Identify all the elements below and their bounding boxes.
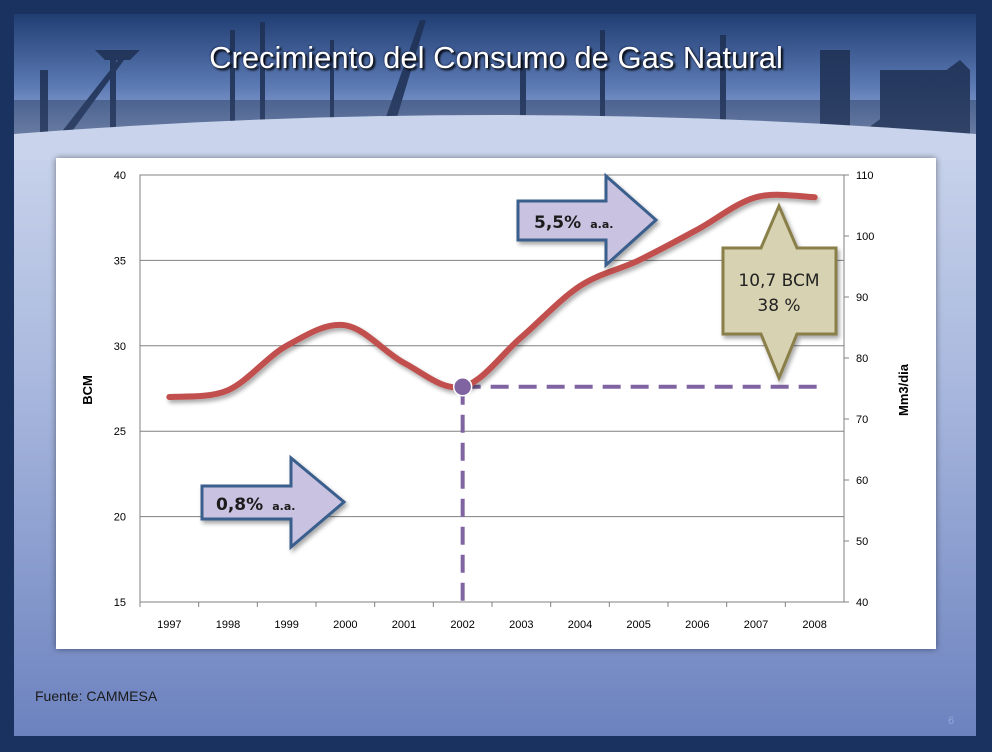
header-industrial-image (14, 14, 976, 160)
right-tick-label: 90 (856, 292, 868, 304)
series-line (166, 191, 818, 401)
series-point (344, 324, 346, 326)
series-point (638, 259, 640, 261)
growth-arrow-low: 0,8% a.a. (200, 454, 347, 551)
series-point (696, 229, 698, 231)
right-axis-label: Mm3/dia (896, 363, 911, 416)
arrow-high-value: 5,5% (534, 213, 581, 233)
x-tick-label: 2001 (392, 619, 416, 631)
svg-text:0,8% a.a.: 0,8% a.a. (216, 495, 295, 515)
arrow-high-suffix: a.a. (590, 218, 613, 231)
x-tick-label: 2004 (568, 619, 592, 631)
arrow-low-value: 0,8% (216, 495, 263, 515)
left-tick-label: 30 (114, 341, 126, 353)
x-tick-label: 1999 (274, 619, 298, 631)
x-tick-label: 2006 (685, 619, 709, 631)
source-note: Fuente: CAMMESA (35, 688, 158, 704)
series-point (286, 345, 288, 347)
right-tick-label: 110 (856, 170, 874, 182)
callout-shape (721, 202, 838, 382)
right-tick-label: 40 (856, 597, 868, 609)
series-point (755, 196, 757, 198)
slide-title: Crecimiento del Consumo de Gas Natural (209, 40, 783, 75)
x-tick-label: 2000 (333, 619, 357, 631)
left-tick-label: 25 (114, 426, 126, 438)
series-point (403, 362, 405, 364)
line-chart: 15 20 25 30 35 40 40 50 60 70 80 90 100 110 1997 1998… (80, 170, 911, 631)
left-axis-ticks: 15 20 25 30 35 40 (114, 170, 126, 609)
arrow-low-shape (200, 454, 347, 551)
callout-line2: 38 % (757, 296, 800, 316)
series-point (814, 196, 816, 198)
right-tick-label: 70 (856, 414, 868, 426)
callout-line1: 10,7 BCM (738, 271, 819, 291)
left-axis-label: BCM (80, 375, 95, 405)
x-tick-label: 2005 (626, 619, 650, 631)
x-axis-ticks: 1997 1998 1999 2000 2001 2002 2003 2004 2005 2006… (157, 619, 827, 631)
right-tick-label: 80 (856, 353, 868, 365)
right-tick-label: 60 (856, 475, 868, 487)
chart-panel: 15 20 25 30 35 40 40 50 60 70 80 90 100 110 1997 1998… (56, 158, 936, 649)
arrow-low-suffix: a.a. (272, 500, 295, 513)
marker-point (452, 377, 473, 397)
growth-arrow-high: 5,5% a.a. (516, 172, 659, 269)
reference-dashed-lines (460, 384, 819, 602)
left-tick-label: 20 (114, 512, 126, 524)
arrow-high-shape (516, 172, 659, 269)
x-tick-label: 2007 (744, 619, 768, 631)
series-point (168, 396, 170, 398)
x-tick-label: 2002 (450, 619, 474, 631)
x-tick-label: 2008 (802, 619, 826, 631)
slide-number: 6 (948, 715, 955, 727)
series-point (579, 285, 581, 287)
right-tick-label: 50 (856, 536, 868, 548)
left-tick-label: 40 (114, 170, 126, 182)
left-tick-label: 35 (114, 255, 126, 267)
right-axis-ticks: 40 50 60 70 80 90 100 110 (856, 170, 874, 609)
x-tick-label: 1997 (157, 619, 181, 631)
grid-lines (139, 174, 849, 607)
right-tick-label: 100 (856, 231, 874, 243)
left-tick-label: 15 (114, 597, 126, 609)
increase-callout: 10,7 BCM 38 % (721, 202, 838, 382)
series-point (520, 336, 522, 338)
series-point (227, 389, 229, 391)
svg-text:5,5% a.a.: 5,5% a.a. (534, 213, 613, 233)
x-tick-label: 1998 (216, 619, 240, 631)
x-tick-label: 2003 (509, 619, 533, 631)
